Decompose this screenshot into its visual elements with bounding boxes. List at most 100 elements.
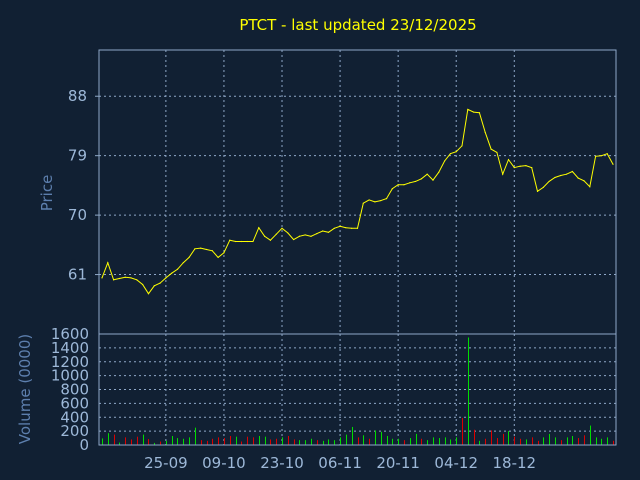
price-point <box>467 108 469 111</box>
price-point <box>589 186 591 188</box>
volume-y-tick-label: 600 <box>60 394 89 412</box>
volume-bar <box>543 437 544 445</box>
volume-bar <box>404 440 405 445</box>
volume-bar <box>514 436 515 445</box>
price-point <box>490 148 492 150</box>
price-point <box>211 250 213 252</box>
volume-bar <box>177 438 178 445</box>
price-point <box>560 174 562 177</box>
price-point <box>432 179 434 181</box>
price-plot-frame <box>98 49 617 335</box>
price-point <box>473 111 475 113</box>
volume-y-tick-label: 1200 <box>51 353 89 371</box>
volume-bar <box>439 438 440 445</box>
volume-bar <box>613 440 614 445</box>
volume-bar <box>607 437 608 445</box>
price-point <box>502 173 504 175</box>
volume-bar <box>485 438 486 445</box>
price-point <box>205 248 208 251</box>
price-point <box>606 153 608 155</box>
volume-bar <box>416 433 417 445</box>
price-y-tick-label: 70 <box>68 206 87 224</box>
volume-bar <box>172 435 173 445</box>
price-point <box>298 235 301 237</box>
price-point <box>380 199 382 202</box>
volume-bar <box>468 337 469 445</box>
volume-bar <box>526 439 527 445</box>
price-point <box>554 176 556 179</box>
price-y-tick-label: 79 <box>68 147 87 165</box>
price-grid <box>99 50 616 334</box>
volume-bar <box>282 437 283 445</box>
volume-bar <box>462 417 463 445</box>
x-tick-label: 06-11 <box>318 454 362 472</box>
price-point <box>153 285 155 287</box>
price-point <box>124 276 126 278</box>
price-point <box>455 151 457 153</box>
volume-bar <box>131 439 132 445</box>
price-point <box>362 202 364 204</box>
price-point <box>536 190 539 192</box>
volume-bar <box>143 434 144 445</box>
price-point <box>438 171 440 173</box>
price-point <box>327 231 330 233</box>
volume-bar <box>328 439 329 445</box>
price-point <box>246 240 248 243</box>
price-point <box>176 268 179 270</box>
volume-bar <box>497 438 498 445</box>
price-point <box>368 199 370 201</box>
price-point <box>200 247 202 249</box>
volume-bar <box>108 433 109 445</box>
volume-y-tick-label: 0 <box>79 436 89 454</box>
price-y-axis: 61 70 79 88 <box>68 87 99 284</box>
price-axis-label: Price <box>38 175 56 212</box>
volume-bar <box>363 435 364 445</box>
price-point <box>188 256 190 258</box>
x-axis: 25-09 09-10 23-10 06-11 20-11 04-12 18-12 <box>144 454 536 472</box>
volume-y-tick-label: 800 <box>60 381 89 399</box>
volume-bar <box>549 433 550 445</box>
price-point <box>531 166 533 169</box>
x-tick-label: 20-11 <box>376 454 420 472</box>
volume-bar <box>479 440 480 445</box>
volume-bar <box>398 438 399 445</box>
price-point <box>142 283 144 286</box>
price-point <box>165 277 167 279</box>
volume-bar <box>572 435 573 445</box>
volume-bar <box>265 436 266 445</box>
price-point <box>600 155 602 157</box>
price-point <box>426 173 428 175</box>
volume-bar <box>230 435 231 445</box>
volume-bar <box>596 437 597 445</box>
volume-bar <box>491 430 492 445</box>
volume-bar <box>427 440 428 445</box>
volume-bar <box>578 438 579 445</box>
price-point <box>287 232 289 234</box>
volume-bar <box>561 440 562 445</box>
price-point <box>229 239 231 241</box>
volume-bar <box>358 437 359 445</box>
price-point <box>304 234 306 236</box>
volume-bar <box>137 436 138 445</box>
price-point <box>107 262 109 264</box>
volume-bar <box>375 430 376 445</box>
volume-bar <box>299 440 300 445</box>
price-point <box>316 233 318 235</box>
x-tick-label: 18-12 <box>492 454 536 472</box>
volume-bar <box>119 442 120 445</box>
volume-bar <box>334 440 335 445</box>
price-point <box>374 201 376 203</box>
volume-bar <box>311 438 312 445</box>
price-point <box>507 159 510 161</box>
x-tick-label: 09-10 <box>202 454 246 472</box>
volume-y-tick-label: 1000 <box>51 367 89 385</box>
volume-bar <box>166 440 167 445</box>
volume-bar <box>450 439 451 445</box>
price-point <box>171 272 173 274</box>
volume-bar <box>369 438 370 445</box>
volume-bar <box>346 434 347 445</box>
volume-bars <box>102 337 614 445</box>
price-point <box>496 151 498 153</box>
volume-bar <box>247 436 248 445</box>
price-point <box>147 293 150 295</box>
